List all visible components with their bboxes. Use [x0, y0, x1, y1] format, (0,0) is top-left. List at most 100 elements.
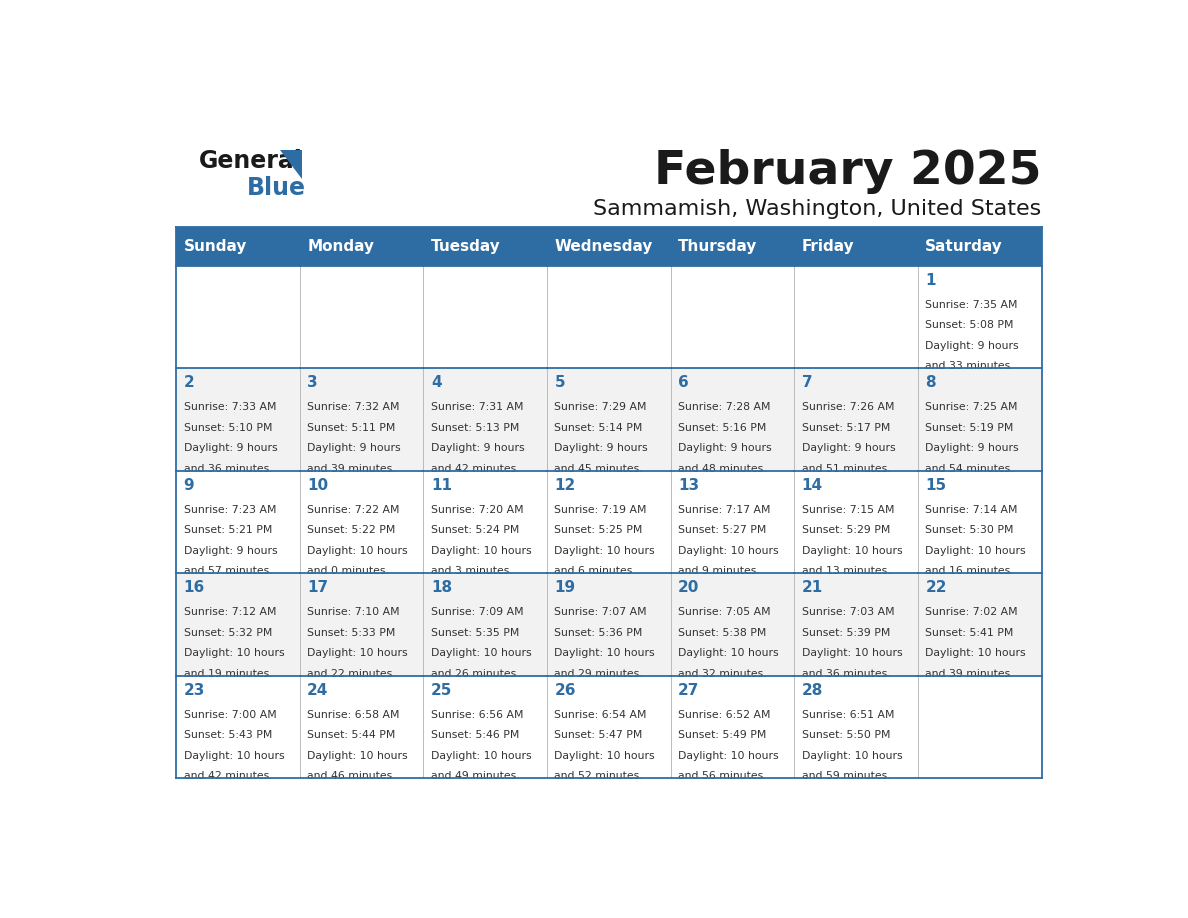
Text: Daylight: 10 hours: Daylight: 10 hours: [308, 545, 407, 555]
Text: Daylight: 10 hours: Daylight: 10 hours: [925, 648, 1026, 658]
Bar: [423, 573, 546, 676]
Text: 8: 8: [925, 375, 936, 390]
Text: 14: 14: [802, 477, 823, 493]
Bar: [918, 471, 1042, 573]
Text: and 32 minutes.: and 32 minutes.: [678, 668, 766, 678]
Text: Sunrise: 7:17 AM: Sunrise: 7:17 AM: [678, 505, 771, 515]
Bar: [176, 227, 299, 265]
Text: Sunrise: 7:09 AM: Sunrise: 7:09 AM: [431, 607, 524, 617]
Bar: [671, 368, 795, 471]
Text: 20: 20: [678, 580, 700, 595]
Text: Sunday: Sunday: [183, 239, 247, 253]
Text: 11: 11: [431, 477, 451, 493]
Text: 24: 24: [308, 683, 329, 698]
Text: 1: 1: [925, 273, 936, 287]
Text: and 54 minutes.: and 54 minutes.: [925, 464, 1015, 474]
Text: Sunrise: 7:05 AM: Sunrise: 7:05 AM: [678, 607, 771, 617]
Text: Sunrise: 7:19 AM: Sunrise: 7:19 AM: [555, 505, 647, 515]
Bar: [176, 265, 299, 368]
Text: and 46 minutes.: and 46 minutes.: [308, 771, 396, 781]
Text: Daylight: 9 hours: Daylight: 9 hours: [431, 443, 524, 453]
Text: Daylight: 10 hours: Daylight: 10 hours: [678, 751, 778, 761]
Text: Daylight: 9 hours: Daylight: 9 hours: [678, 443, 772, 453]
Text: Sunrise: 6:54 AM: Sunrise: 6:54 AM: [555, 710, 647, 720]
Text: Sunrise: 7:07 AM: Sunrise: 7:07 AM: [555, 607, 647, 617]
Text: and 48 minutes.: and 48 minutes.: [678, 464, 766, 474]
Bar: [671, 265, 795, 368]
Bar: [299, 471, 423, 573]
Text: and 39 minutes.: and 39 minutes.: [925, 668, 1015, 678]
Text: Sunrise: 7:02 AM: Sunrise: 7:02 AM: [925, 607, 1018, 617]
Text: 15: 15: [925, 477, 947, 493]
Text: Sunrise: 6:51 AM: Sunrise: 6:51 AM: [802, 710, 895, 720]
Text: and 36 minutes.: and 36 minutes.: [802, 668, 890, 678]
Text: Daylight: 10 hours: Daylight: 10 hours: [183, 751, 284, 761]
Text: and 36 minutes.: and 36 minutes.: [183, 464, 272, 474]
Bar: [423, 676, 546, 778]
Text: Monday: Monday: [308, 239, 374, 253]
Text: and 39 minutes.: and 39 minutes.: [308, 464, 396, 474]
Text: Daylight: 10 hours: Daylight: 10 hours: [555, 648, 655, 658]
Text: 5: 5: [555, 375, 565, 390]
Bar: [795, 471, 918, 573]
Text: Sunset: 5:43 PM: Sunset: 5:43 PM: [183, 730, 272, 740]
Text: Sunset: 5:36 PM: Sunset: 5:36 PM: [555, 628, 643, 638]
Text: 16: 16: [183, 580, 204, 595]
Text: and 26 minutes.: and 26 minutes.: [431, 668, 519, 678]
Text: and 9 minutes.: and 9 minutes.: [678, 566, 760, 577]
Text: Daylight: 10 hours: Daylight: 10 hours: [802, 545, 903, 555]
Text: Daylight: 10 hours: Daylight: 10 hours: [678, 545, 778, 555]
Text: Sunrise: 7:22 AM: Sunrise: 7:22 AM: [308, 505, 399, 515]
Bar: [671, 573, 795, 676]
Text: Daylight: 10 hours: Daylight: 10 hours: [308, 751, 407, 761]
Text: and 49 minutes.: and 49 minutes.: [431, 771, 519, 781]
Text: Daylight: 10 hours: Daylight: 10 hours: [183, 648, 284, 658]
Text: Sunset: 5:22 PM: Sunset: 5:22 PM: [308, 525, 396, 535]
Text: Sunrise: 6:52 AM: Sunrise: 6:52 AM: [678, 710, 771, 720]
Bar: [795, 265, 918, 368]
Text: and 29 minutes.: and 29 minutes.: [555, 668, 643, 678]
Text: and 57 minutes.: and 57 minutes.: [183, 566, 272, 577]
Text: Sunset: 5:21 PM: Sunset: 5:21 PM: [183, 525, 272, 535]
Text: 21: 21: [802, 580, 823, 595]
Bar: [795, 368, 918, 471]
Text: 7: 7: [802, 375, 813, 390]
Text: Sunset: 5:41 PM: Sunset: 5:41 PM: [925, 628, 1013, 638]
Text: Sunrise: 7:32 AM: Sunrise: 7:32 AM: [308, 402, 399, 412]
Text: Daylight: 10 hours: Daylight: 10 hours: [431, 751, 531, 761]
Text: Daylight: 9 hours: Daylight: 9 hours: [308, 443, 400, 453]
Bar: [671, 676, 795, 778]
Text: Daylight: 10 hours: Daylight: 10 hours: [431, 648, 531, 658]
Text: Daylight: 10 hours: Daylight: 10 hours: [802, 751, 903, 761]
Text: Daylight: 10 hours: Daylight: 10 hours: [802, 648, 903, 658]
Text: Sunrise: 7:33 AM: Sunrise: 7:33 AM: [183, 402, 276, 412]
Text: Daylight: 9 hours: Daylight: 9 hours: [925, 341, 1019, 351]
Text: Blue: Blue: [247, 176, 307, 200]
Text: 12: 12: [555, 477, 576, 493]
Text: February 2025: February 2025: [655, 149, 1042, 194]
Text: Daylight: 9 hours: Daylight: 9 hours: [802, 443, 896, 453]
Text: Daylight: 10 hours: Daylight: 10 hours: [308, 648, 407, 658]
Text: Sunset: 5:35 PM: Sunset: 5:35 PM: [431, 628, 519, 638]
Bar: [299, 676, 423, 778]
Bar: [423, 471, 546, 573]
Text: Daylight: 9 hours: Daylight: 9 hours: [183, 545, 277, 555]
Text: Sunset: 5:13 PM: Sunset: 5:13 PM: [431, 422, 519, 432]
Text: General: General: [200, 149, 303, 173]
Text: 2: 2: [183, 375, 195, 390]
Bar: [671, 471, 795, 573]
Bar: [795, 676, 918, 778]
Text: Sunrise: 7:28 AM: Sunrise: 7:28 AM: [678, 402, 771, 412]
Text: and 45 minutes.: and 45 minutes.: [555, 464, 643, 474]
Text: Sunset: 5:38 PM: Sunset: 5:38 PM: [678, 628, 766, 638]
Bar: [546, 265, 671, 368]
Text: and 0 minutes.: and 0 minutes.: [308, 566, 388, 577]
Text: Sunrise: 7:26 AM: Sunrise: 7:26 AM: [802, 402, 895, 412]
Text: Daylight: 9 hours: Daylight: 9 hours: [555, 443, 649, 453]
Text: and 6 minutes.: and 6 minutes.: [555, 566, 637, 577]
Bar: [918, 676, 1042, 778]
Text: and 52 minutes.: and 52 minutes.: [555, 771, 643, 781]
Text: Daylight: 10 hours: Daylight: 10 hours: [925, 545, 1026, 555]
Text: Sunrise: 7:14 AM: Sunrise: 7:14 AM: [925, 505, 1018, 515]
Text: and 3 minutes.: and 3 minutes.: [431, 566, 512, 577]
